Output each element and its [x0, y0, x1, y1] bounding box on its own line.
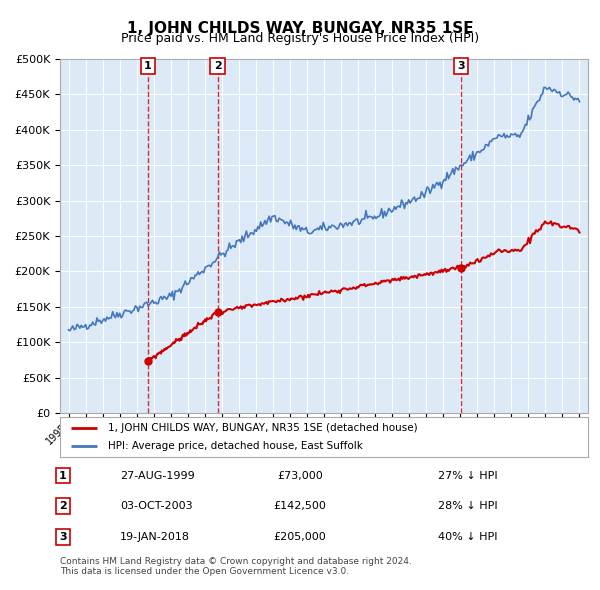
Text: 27% ↓ HPI: 27% ↓ HPI — [438, 471, 498, 480]
Text: 3: 3 — [457, 61, 465, 71]
Text: 03-OCT-2003: 03-OCT-2003 — [120, 502, 193, 511]
Text: £142,500: £142,500 — [274, 502, 326, 511]
Text: 40% ↓ HPI: 40% ↓ HPI — [438, 532, 498, 542]
Text: £73,000: £73,000 — [277, 471, 323, 480]
Text: Price paid vs. HM Land Registry's House Price Index (HPI): Price paid vs. HM Land Registry's House … — [121, 32, 479, 45]
Text: £205,000: £205,000 — [274, 532, 326, 542]
Text: 3: 3 — [59, 532, 67, 542]
Text: 2: 2 — [59, 502, 67, 511]
Text: 27-AUG-1999: 27-AUG-1999 — [120, 471, 195, 480]
Text: 1, JOHN CHILDS WAY, BUNGAY, NR35 1SE: 1, JOHN CHILDS WAY, BUNGAY, NR35 1SE — [127, 21, 473, 35]
Text: 1: 1 — [59, 471, 67, 480]
Text: 1, JOHN CHILDS WAY, BUNGAY, NR35 1SE (detached house): 1, JOHN CHILDS WAY, BUNGAY, NR35 1SE (de… — [107, 424, 417, 434]
Text: 2: 2 — [214, 61, 221, 71]
Text: HPI: Average price, detached house, East Suffolk: HPI: Average price, detached house, East… — [107, 441, 362, 451]
Text: 28% ↓ HPI: 28% ↓ HPI — [438, 502, 498, 511]
Text: 19-JAN-2018: 19-JAN-2018 — [120, 532, 190, 542]
Text: 1: 1 — [144, 61, 152, 71]
Text: Contains HM Land Registry data © Crown copyright and database right 2024.
This d: Contains HM Land Registry data © Crown c… — [60, 557, 412, 576]
